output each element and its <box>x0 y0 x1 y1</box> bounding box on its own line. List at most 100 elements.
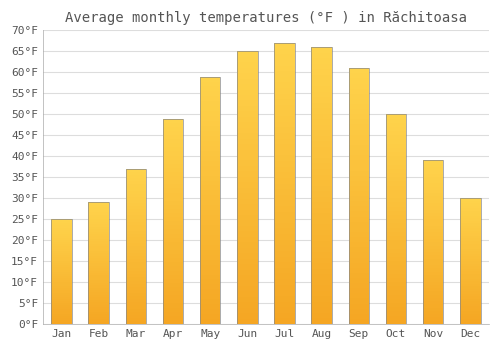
Bar <box>200 141 220 146</box>
Bar <box>460 281 480 284</box>
Bar <box>163 233 184 238</box>
Bar <box>163 242 184 246</box>
Bar <box>312 163 332 169</box>
Bar <box>423 236 444 239</box>
Bar <box>163 209 184 213</box>
Bar <box>163 139 184 143</box>
Bar <box>460 236 480 238</box>
Bar <box>386 186 406 190</box>
Bar <box>386 320 406 324</box>
Bar <box>52 219 72 221</box>
Bar <box>423 278 444 281</box>
Bar <box>163 308 184 312</box>
Bar <box>312 47 332 53</box>
Bar <box>200 235 220 240</box>
Bar <box>200 91 220 96</box>
Bar <box>237 182 258 188</box>
Bar <box>200 176 220 181</box>
Bar <box>460 314 480 316</box>
Bar <box>126 188 146 190</box>
Bar <box>237 128 258 133</box>
Bar <box>237 226 258 231</box>
Bar <box>312 103 332 108</box>
Bar <box>423 193 444 196</box>
Bar <box>88 244 109 246</box>
Bar <box>163 119 184 122</box>
Bar <box>423 183 444 187</box>
Bar <box>237 237 258 242</box>
Bar <box>312 53 332 58</box>
Bar <box>52 255 72 257</box>
Bar <box>348 99 369 104</box>
Bar <box>88 283 109 285</box>
Bar <box>52 286 72 288</box>
Bar <box>163 258 184 262</box>
Bar <box>237 231 258 237</box>
Bar <box>126 234 146 237</box>
Bar <box>126 318 146 321</box>
Bar <box>126 222 146 225</box>
Bar <box>163 316 184 320</box>
Bar <box>348 104 369 109</box>
Bar <box>348 166 369 170</box>
Bar <box>348 191 369 196</box>
Bar <box>88 202 109 324</box>
Bar <box>200 285 220 289</box>
Bar <box>460 203 480 206</box>
Bar <box>163 221 184 225</box>
Bar <box>348 278 369 283</box>
Bar <box>423 308 444 311</box>
Bar <box>52 263 72 265</box>
Bar <box>460 304 480 306</box>
Bar <box>200 86 220 91</box>
Bar <box>274 240 294 245</box>
Bar <box>52 219 72 324</box>
Bar <box>312 263 332 269</box>
Bar <box>274 279 294 285</box>
Bar <box>460 216 480 218</box>
Bar <box>386 219 406 223</box>
Bar <box>52 232 72 234</box>
Bar <box>126 312 146 315</box>
Bar <box>460 289 480 291</box>
Bar <box>274 307 294 313</box>
Bar <box>200 156 220 161</box>
Bar <box>163 225 184 230</box>
Bar <box>423 295 444 298</box>
Bar <box>237 259 258 264</box>
Bar <box>52 236 72 238</box>
Bar <box>237 204 258 210</box>
Bar <box>386 160 406 164</box>
Bar <box>348 160 369 166</box>
Bar <box>348 268 369 273</box>
Bar <box>237 90 258 95</box>
Bar <box>163 152 184 155</box>
Bar <box>386 164 406 169</box>
Bar <box>423 174 444 177</box>
Bar <box>88 251 109 253</box>
Bar <box>423 249 444 252</box>
Bar <box>237 84 258 90</box>
Bar <box>460 198 480 201</box>
Bar <box>163 230 184 233</box>
Bar <box>460 309 480 312</box>
Bar <box>237 297 258 302</box>
Bar <box>52 278 72 280</box>
Bar <box>163 184 184 188</box>
Bar <box>348 155 369 160</box>
Bar <box>52 253 72 255</box>
Bar <box>237 51 258 57</box>
Bar <box>460 269 480 271</box>
Bar <box>274 43 294 324</box>
Bar <box>52 257 72 259</box>
Bar <box>386 223 406 228</box>
Bar <box>126 265 146 268</box>
Bar <box>52 242 72 244</box>
Bar <box>274 172 294 178</box>
Bar <box>237 133 258 139</box>
Bar <box>126 190 146 194</box>
Bar <box>52 284 72 286</box>
Bar <box>163 266 184 271</box>
Bar <box>126 271 146 274</box>
Bar <box>348 94 369 99</box>
